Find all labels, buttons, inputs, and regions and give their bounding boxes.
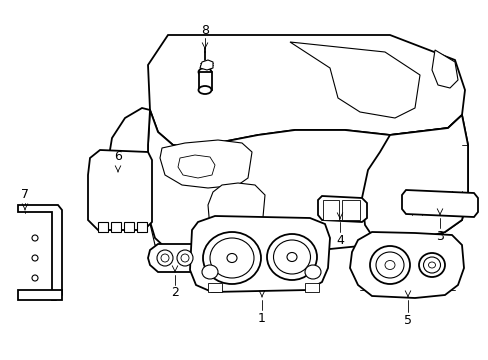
Text: 7: 7 — [21, 189, 29, 202]
Ellipse shape — [369, 246, 409, 284]
Polygon shape — [160, 140, 251, 188]
Bar — [199, 72, 212, 90]
Bar — [207, 283, 222, 292]
Polygon shape — [146, 110, 467, 258]
Ellipse shape — [305, 265, 320, 279]
Ellipse shape — [375, 252, 403, 278]
Polygon shape — [88, 150, 152, 230]
Ellipse shape — [273, 240, 310, 274]
Text: 8: 8 — [201, 23, 208, 36]
Bar — [124, 222, 134, 232]
Text: 6: 6 — [114, 150, 122, 163]
Polygon shape — [317, 196, 366, 222]
Bar — [305, 283, 318, 292]
Polygon shape — [207, 183, 264, 243]
Ellipse shape — [32, 255, 38, 261]
Polygon shape — [178, 155, 215, 178]
Polygon shape — [190, 216, 329, 292]
Polygon shape — [431, 50, 457, 88]
Text: 3: 3 — [435, 230, 443, 243]
Ellipse shape — [226, 253, 237, 262]
Ellipse shape — [427, 262, 435, 268]
Bar — [111, 222, 121, 232]
Polygon shape — [18, 205, 62, 300]
Bar — [98, 222, 108, 232]
Text: 2: 2 — [171, 287, 179, 300]
Bar — [137, 222, 147, 232]
Polygon shape — [289, 42, 419, 118]
Text: 4: 4 — [335, 234, 343, 247]
Bar — [341, 200, 359, 220]
Polygon shape — [148, 35, 464, 148]
Ellipse shape — [161, 254, 169, 262]
Ellipse shape — [198, 86, 211, 94]
Ellipse shape — [423, 257, 440, 273]
Ellipse shape — [202, 265, 218, 279]
Bar — [323, 200, 338, 220]
Ellipse shape — [418, 253, 444, 277]
Ellipse shape — [177, 250, 193, 266]
Polygon shape — [108, 108, 150, 198]
Ellipse shape — [286, 252, 296, 261]
Ellipse shape — [384, 261, 394, 270]
Ellipse shape — [209, 238, 253, 278]
Ellipse shape — [266, 234, 316, 280]
Ellipse shape — [32, 235, 38, 241]
Ellipse shape — [181, 254, 189, 262]
Polygon shape — [349, 232, 463, 298]
Polygon shape — [361, 115, 467, 243]
Polygon shape — [401, 190, 477, 217]
Ellipse shape — [157, 250, 173, 266]
Polygon shape — [18, 290, 62, 300]
Polygon shape — [200, 60, 213, 70]
Ellipse shape — [203, 232, 261, 284]
Ellipse shape — [198, 68, 211, 76]
Polygon shape — [148, 244, 202, 272]
Text: 1: 1 — [258, 311, 265, 324]
Text: 5: 5 — [403, 314, 411, 327]
Ellipse shape — [32, 275, 38, 281]
